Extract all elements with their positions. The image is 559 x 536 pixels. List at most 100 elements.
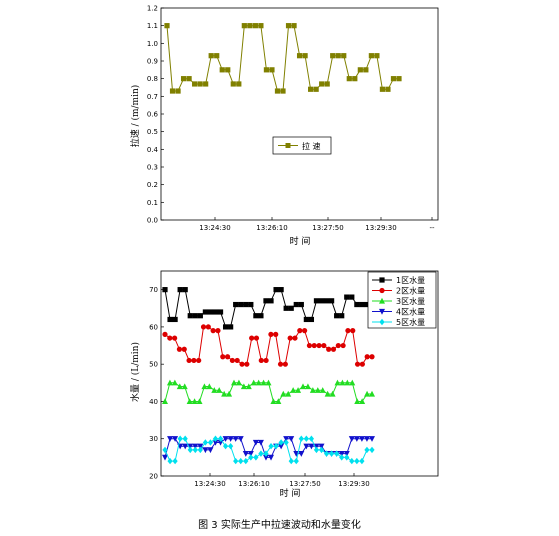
data-point-series-4 xyxy=(237,436,244,442)
data-point-series-5 xyxy=(212,435,219,442)
data-point-series-1 xyxy=(202,309,208,315)
data-point-series-1 xyxy=(241,23,247,29)
data-point-series-1 xyxy=(177,287,183,293)
data-point-series-4 xyxy=(343,451,350,457)
data-point-series-1 xyxy=(385,86,391,92)
data-point-series-4 xyxy=(358,436,365,442)
data-point-series-2 xyxy=(273,331,279,337)
x-tick-label: 13:27:50 xyxy=(312,224,343,232)
data-point-series-3 xyxy=(206,383,213,390)
data-point-series-5 xyxy=(344,454,350,461)
data-point-series-4 xyxy=(268,454,275,461)
data-point-series-3 xyxy=(211,387,218,393)
x-tick-label: 13:29:30 xyxy=(338,480,369,488)
data-point-series-1 xyxy=(357,67,363,73)
data-point-series-5 xyxy=(197,446,203,454)
data-point-series-4 xyxy=(369,436,375,442)
data-point-series-2 xyxy=(350,328,356,334)
data-point-series-1 xyxy=(219,67,225,73)
data-point-series-1 xyxy=(303,316,309,323)
data-point-series-1 xyxy=(285,23,292,29)
data-point-series-1 xyxy=(280,88,286,94)
y-tick-label: 0.4 xyxy=(147,146,159,154)
data-point-series-2 xyxy=(234,357,240,364)
data-point-series-4 xyxy=(257,439,264,446)
data-point-series-3 xyxy=(162,398,168,405)
data-point-series-1 xyxy=(268,298,274,304)
speed-plot-frame xyxy=(160,7,439,221)
data-point-series-3 xyxy=(359,398,366,405)
data-point-series-5 xyxy=(258,450,264,457)
data-point-series-4 xyxy=(283,436,290,442)
data-point-series-3 xyxy=(231,379,237,386)
data-point-series-2 xyxy=(287,335,293,341)
water-legend-label-5: 5区水量 xyxy=(396,317,425,327)
water-x-axis-label: 时 间 xyxy=(280,487,301,499)
y-tick-label: 0.5 xyxy=(147,128,158,136)
water-legend-marker-1 xyxy=(379,277,385,283)
data-point-series-1 xyxy=(283,305,289,311)
data-point-series-1 xyxy=(180,76,187,82)
water-y-axis-label: 水量 / (L/min) xyxy=(129,342,141,402)
y-tick-label: 60 xyxy=(149,323,158,331)
data-point-series-5 xyxy=(359,457,365,465)
data-point-series-4 xyxy=(192,443,199,450)
data-point-series-5 xyxy=(288,457,294,465)
data-point-series-2 xyxy=(200,324,207,330)
data-point-series-2 xyxy=(249,335,255,341)
data-point-series-5 xyxy=(162,446,168,454)
speed-chart: 0.00.10.20.30.40.50.60.70.80.91.01.11.2 … xyxy=(129,5,439,247)
data-point-series-1 xyxy=(293,301,299,308)
x-tick-label: 13:26:10 xyxy=(256,224,287,232)
data-point-series-1 xyxy=(352,76,358,82)
data-point-series-1 xyxy=(197,81,203,87)
data-point-series-2 xyxy=(253,335,260,341)
data-point-series-2 xyxy=(277,361,284,367)
data-point-series-5 xyxy=(202,439,208,446)
data-point-series-1 xyxy=(313,86,319,92)
data-point-series-1 xyxy=(339,313,345,319)
data-point-series-1 xyxy=(374,53,380,59)
data-point-series-2 xyxy=(354,361,361,367)
data-point-series-2 xyxy=(263,357,269,364)
data-point-series-2 xyxy=(176,346,183,352)
data-point-series-3 xyxy=(295,387,302,393)
data-point-series-5 xyxy=(278,439,284,446)
water-legend-marker-5 xyxy=(379,318,385,326)
data-point-series-1 xyxy=(368,53,374,59)
data-point-series-1 xyxy=(319,81,325,87)
data-point-series-5 xyxy=(177,435,183,442)
data-point-series-1 xyxy=(359,301,365,308)
x-tick-label: -- xyxy=(429,224,435,232)
data-point-series-3 xyxy=(319,387,326,393)
data-point-series-4 xyxy=(278,443,285,450)
data-point-series-2 xyxy=(321,342,327,349)
data-point-series-2 xyxy=(210,328,216,334)
data-point-series-3 xyxy=(300,383,306,390)
data-point-series-1 xyxy=(349,294,355,300)
y-tick-label: 0.1 xyxy=(147,199,158,207)
y-tick-label: 1.2 xyxy=(147,5,158,13)
data-point-series-3 xyxy=(201,383,208,390)
data-point-series-3 xyxy=(235,379,242,386)
data-point-series-3 xyxy=(176,383,183,390)
data-point-series-1 xyxy=(186,76,192,82)
data-point-series-4 xyxy=(232,436,239,442)
data-point-series-1 xyxy=(258,23,264,29)
data-point-series-1 xyxy=(214,53,220,59)
data-point-series-3 xyxy=(334,379,341,386)
data-point-series-5 xyxy=(293,457,299,465)
data-point-series-4 xyxy=(338,451,345,457)
data-point-series-5 xyxy=(313,446,320,454)
data-point-series-2 xyxy=(239,361,245,367)
data-point-series-5 xyxy=(323,450,330,457)
data-point-series-1 xyxy=(346,76,352,82)
data-point-series-5 xyxy=(349,457,355,465)
data-point-series-3 xyxy=(260,379,267,386)
data-point-series-1 xyxy=(329,298,335,304)
data-point-series-1 xyxy=(302,53,308,59)
data-point-series-1 xyxy=(169,88,176,94)
data-point-series-5 xyxy=(222,442,229,450)
data-point-series-1 xyxy=(363,67,369,73)
